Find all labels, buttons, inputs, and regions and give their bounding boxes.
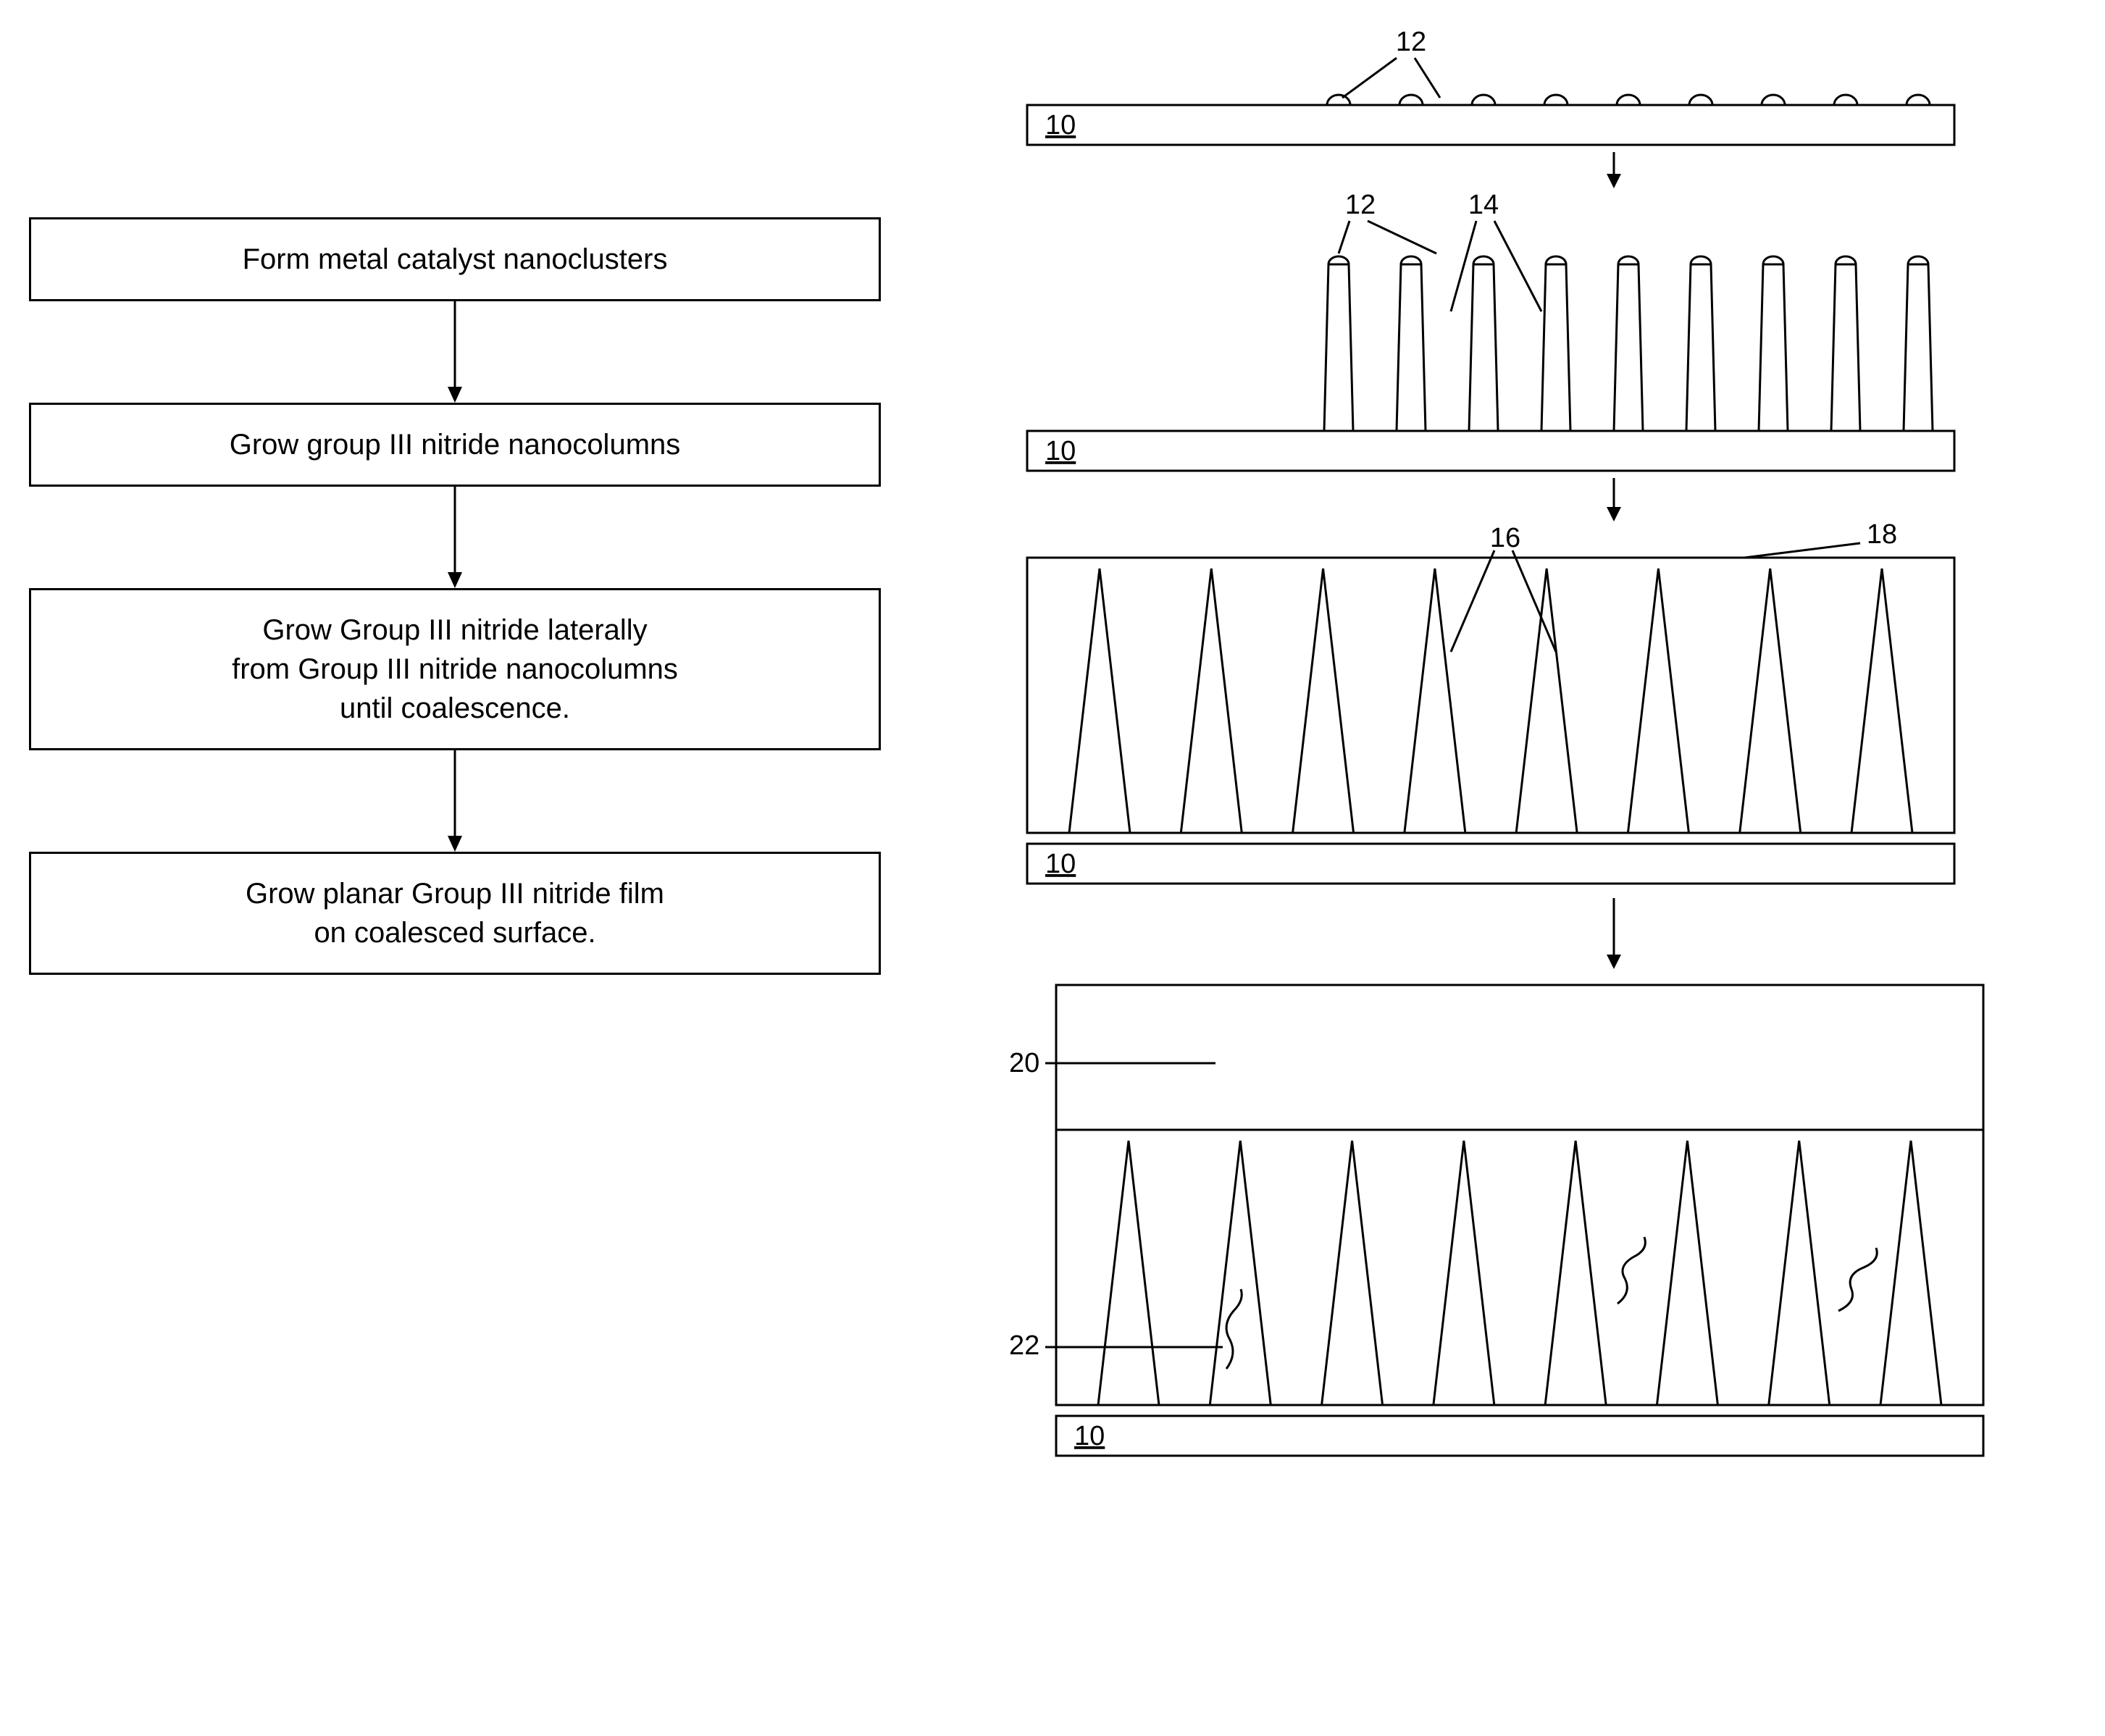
- transition-arrow-2: [1020, 478, 1962, 521]
- callout-14: 14: [1468, 190, 1499, 220]
- diagram-stage-1: 12 10: [1020, 29, 1962, 152]
- diagram-stage-2: 12 14 10: [1020, 188, 1962, 478]
- substrate-label-2: 10: [1045, 436, 1076, 466]
- flow-step-4: Grow planar Group III nitride filmon coa…: [29, 852, 881, 975]
- diagram-column: 12 10 12 14 10: [924, 29, 2057, 1492]
- substrate-label-4: 10: [1074, 1421, 1105, 1451]
- callout-22: 22: [1009, 1330, 1039, 1361]
- flow-step-3: Grow Group III nitride laterallyfrom Gro…: [29, 588, 881, 750]
- callout-12b: 12: [1345, 190, 1376, 220]
- callout-20: 20: [1009, 1048, 1039, 1078]
- flowchart-column: Form metal catalyst nanoclusters Grow gr…: [29, 29, 881, 1492]
- diagram-stage-4: 20 22 10: [984, 970, 1998, 1492]
- callout-12a: 12: [1396, 29, 1426, 57]
- callout-18: 18: [1867, 521, 1897, 550]
- transition-arrow-1: [1020, 152, 1962, 188]
- diagram-stage-3: 16 18 10: [1020, 521, 1962, 891]
- flow-step-1: Form metal catalyst nanoclusters: [29, 217, 881, 301]
- flow-step-2: Grow group III nitride nanocolumns: [29, 403, 881, 487]
- substrate-label-1: 10: [1045, 110, 1076, 141]
- flow-arrow-2: [440, 487, 469, 588]
- transition-arrow-3: [1020, 891, 1962, 970]
- substrate-label-3: 10: [1045, 849, 1076, 879]
- flow-step-1-text: Form metal catalyst nanoclusters: [243, 243, 668, 275]
- flow-arrow-3: [440, 750, 469, 852]
- callout-16: 16: [1490, 523, 1520, 553]
- flow-step-3-text: Grow Group III nitride laterallyfrom Gro…: [232, 614, 678, 724]
- flow-arrow-1: [440, 301, 469, 403]
- flow-step-2-text: Grow group III nitride nanocolumns: [230, 429, 681, 461]
- flow-step-4-text: Grow planar Group III nitride filmon coa…: [246, 878, 664, 949]
